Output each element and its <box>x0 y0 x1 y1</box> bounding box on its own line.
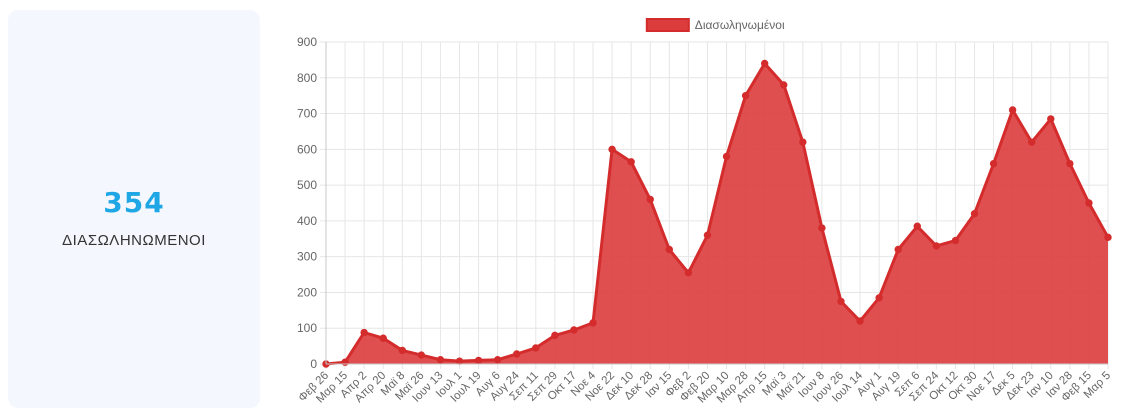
data-point[interactable] <box>436 356 445 364</box>
data-point[interactable] <box>932 242 941 250</box>
data-point[interactable] <box>570 326 578 334</box>
data-point[interactable] <box>455 357 464 365</box>
data-point[interactable] <box>1104 233 1112 242</box>
data-point[interactable] <box>513 350 521 358</box>
data-point[interactable] <box>532 344 540 352</box>
data-point[interactable] <box>627 158 635 166</box>
data-point[interactable] <box>608 145 616 154</box>
legend-swatch <box>645 18 690 32</box>
data-point[interactable] <box>684 269 693 277</box>
data-point[interactable] <box>1047 115 1055 123</box>
data-point[interactable] <box>665 245 674 254</box>
data-point[interactable] <box>360 328 368 337</box>
legend-label[interactable]: Διασωληνωμένοι <box>695 18 785 32</box>
y-tick-label: 900 <box>297 35 317 49</box>
data-point[interactable] <box>780 81 788 89</box>
data-point[interactable] <box>1066 159 1074 168</box>
y-tick-label: 500 <box>297 178 317 192</box>
y-tick-label: 800 <box>297 71 317 85</box>
data-point[interactable] <box>818 224 826 232</box>
data-point[interactable] <box>379 334 387 342</box>
data-point[interactable] <box>722 152 731 161</box>
data-point[interactable] <box>646 195 654 204</box>
data-point[interactable] <box>398 346 406 355</box>
y-tick-label: 400 <box>297 214 317 228</box>
y-tick-label: 700 <box>297 107 317 121</box>
data-point[interactable] <box>760 59 769 68</box>
data-point[interactable] <box>1028 138 1036 146</box>
data-point[interactable] <box>589 319 597 327</box>
data-point[interactable] <box>1008 106 1017 114</box>
series-area-fill <box>326 63 1108 364</box>
data-point[interactable] <box>875 294 883 302</box>
data-point[interactable] <box>970 210 979 218</box>
data-point[interactable] <box>856 317 864 325</box>
data-point[interactable] <box>799 138 807 146</box>
data-point[interactable] <box>894 245 902 254</box>
data-point[interactable] <box>493 356 502 364</box>
intubated-count: 354 <box>103 186 165 219</box>
data-point[interactable] <box>474 356 483 365</box>
intubated-label: ΔΙΑΣΩΛΗΝΩΜΕΝΟΙ <box>62 232 206 249</box>
data-point[interactable] <box>989 159 998 168</box>
y-tick-label: 0 <box>310 357 317 371</box>
data-point[interactable] <box>417 351 426 359</box>
data-point[interactable] <box>1085 199 1093 207</box>
y-tick-label: 200 <box>297 285 317 299</box>
data-point[interactable] <box>913 222 921 230</box>
y-tick-label: 100 <box>297 321 317 335</box>
data-point[interactable] <box>551 331 559 340</box>
chart-legend[interactable]: Διασωληνωμένοι <box>645 18 785 32</box>
chart-area <box>322 59 1112 368</box>
y-tick-label: 300 <box>297 250 317 264</box>
data-point[interactable] <box>703 231 712 239</box>
y-tick-label: 600 <box>297 142 317 156</box>
data-point[interactable] <box>837 297 845 306</box>
stat-card: 354 ΔΙΑΣΩΛΗΝΩΜΕΝΟΙ <box>8 10 260 408</box>
data-point[interactable] <box>741 91 750 100</box>
data-point[interactable] <box>951 236 960 245</box>
